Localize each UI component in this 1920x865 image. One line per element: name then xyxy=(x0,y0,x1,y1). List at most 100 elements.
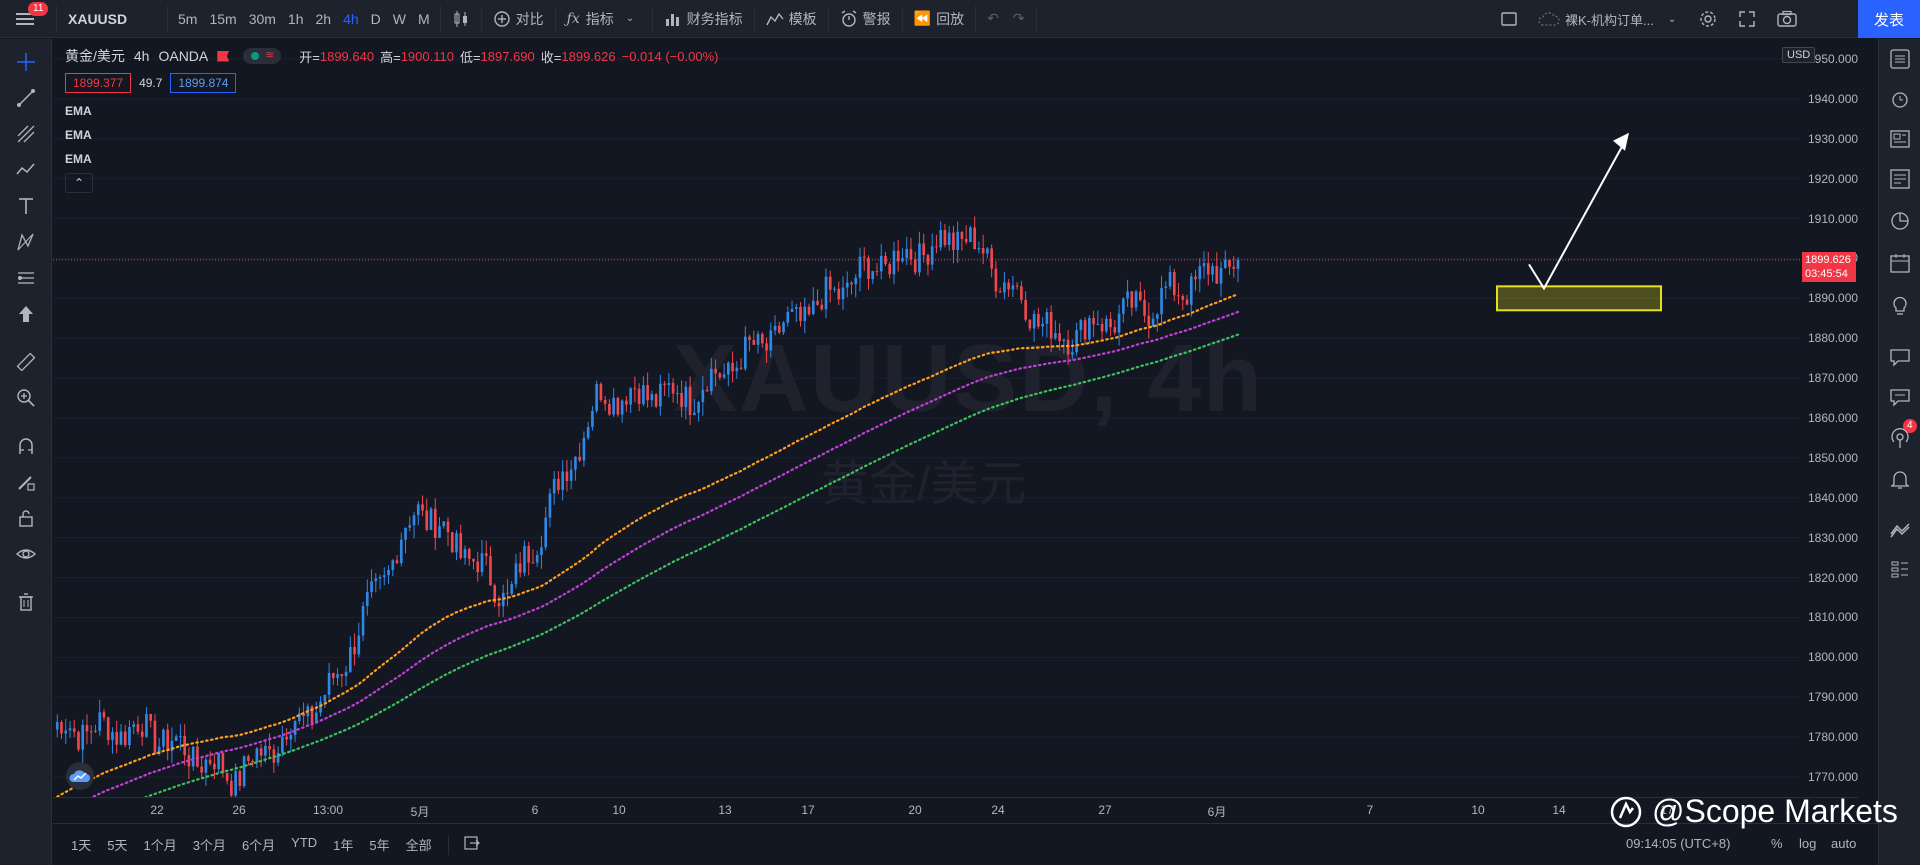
indicator-ema-2[interactable]: EMA xyxy=(65,128,92,142)
candle-body xyxy=(939,230,943,248)
alerts-panel-button[interactable] xyxy=(1888,87,1912,111)
alerts-button[interactable]: 警报 xyxy=(833,0,898,38)
interval-1h[interactable]: 1h xyxy=(287,10,304,27)
range-button[interactable]: 1个月 xyxy=(143,838,177,853)
prediction-tool[interactable] xyxy=(14,266,38,290)
measure-tool[interactable] xyxy=(14,350,38,374)
price-axis[interactable]: 1950.000 1940.000 1930.000 1920.000 1910.000… xyxy=(1800,39,1878,797)
ideas-button[interactable] xyxy=(1888,293,1912,317)
top-toolbar: 11 XAUUSD 5m 15m 30m 1h 2h 4h D W M 对比 ƒx 指标 ⌄ 财… xyxy=(0,0,1920,38)
notifications-button[interactable] xyxy=(1888,467,1912,491)
snapshot-button[interactable] xyxy=(1776,0,1798,38)
replay-button[interactable]: ⏪ 回放 xyxy=(907,0,971,38)
chart-type-button[interactable] xyxy=(445,0,477,38)
streams-button[interactable] xyxy=(1888,427,1912,451)
tradingview-logo[interactable] xyxy=(66,762,94,790)
interval-W[interactable]: W xyxy=(392,10,406,27)
candle-body xyxy=(688,386,692,416)
hide-drawings-tool[interactable] xyxy=(14,542,38,566)
market-status[interactable]: ≋ xyxy=(243,48,282,64)
range-button[interactable]: YTD xyxy=(291,835,318,850)
legend-symbol-name[interactable]: 黄金/美元 xyxy=(65,48,125,64)
symbol-search-button[interactable]: XAUUSD xyxy=(68,10,128,27)
fullscreen-select-button[interactable] xyxy=(1500,0,1518,38)
auto-scale-toggle[interactable]: auto xyxy=(1831,836,1857,851)
candle-body xyxy=(230,780,233,796)
fullscreen-button[interactable] xyxy=(1738,0,1756,38)
interval-4h[interactable]: 4h xyxy=(343,10,359,27)
templates-button[interactable]: 模板 xyxy=(759,0,824,38)
main-menu-button[interactable]: 11 xyxy=(0,0,52,38)
collapse-legend-button[interactable]: ⌃ xyxy=(65,173,93,193)
chats-button[interactable] xyxy=(1888,345,1912,369)
watermark-name: 黄金/美元 xyxy=(821,458,1027,511)
time-axis[interactable]: 22 26 13:00 5月 6 10 13 17 20 24 27 6月 7 10 14 17 xyxy=(53,797,1858,823)
indicator-ema-1[interactable]: EMA xyxy=(65,104,92,118)
candle-body xyxy=(183,736,186,756)
lock-drawings-tool[interactable] xyxy=(14,506,38,530)
buy-price-button[interactable]: 1899.874 xyxy=(170,73,237,93)
range-button[interactable]: 1天 xyxy=(71,838,92,853)
trendline-tool[interactable] xyxy=(14,86,38,110)
currency-badge[interactable]: USD xyxy=(1782,47,1816,63)
redo-button[interactable]: ↷ xyxy=(1006,0,1032,38)
layout-select[interactable]: 裸K-机构订单... ⌄ xyxy=(1538,0,1676,38)
interval-15m[interactable]: 15m xyxy=(209,10,237,27)
hamburger-icon xyxy=(16,12,34,25)
details-button[interactable] xyxy=(1888,167,1912,191)
flag-icon[interactable] xyxy=(217,50,230,62)
icon-tool[interactable] xyxy=(14,302,38,326)
camera-icon xyxy=(1777,10,1797,27)
undo-button[interactable]: ↶ xyxy=(980,0,1006,38)
xabcd-tool[interactable] xyxy=(14,230,38,254)
indicators-button[interactable]: ƒx 指标 ⌄ xyxy=(560,0,648,38)
compare-button[interactable]: 对比 xyxy=(486,0,551,38)
candle-body xyxy=(926,255,930,265)
chart-pane[interactable]: XAUUSD, 4h 黄金/美元 xyxy=(53,39,1858,797)
interval-D[interactable]: D xyxy=(370,10,381,27)
trading-panel-button[interactable] xyxy=(1888,517,1912,541)
brand-name: @Scope Markets xyxy=(1652,793,1898,829)
candle-body xyxy=(650,394,654,401)
fx-icon: ƒx xyxy=(566,10,580,27)
goto-date-button[interactable] xyxy=(457,835,487,854)
interval-2h[interactable]: 2h xyxy=(315,10,332,27)
candle-body xyxy=(1126,291,1129,299)
indicator-ema-3[interactable]: EMA xyxy=(65,152,92,166)
range-button[interactable]: 3个月 xyxy=(192,838,226,853)
range-button[interactable]: 1年 xyxy=(333,838,354,853)
zoom-tool[interactable] xyxy=(14,386,38,410)
pattern-tool[interactable] xyxy=(14,158,38,182)
time-tick: 6 xyxy=(531,803,539,817)
calendar-button[interactable] xyxy=(1888,251,1912,275)
candle-body xyxy=(527,546,531,563)
candle-body xyxy=(357,635,361,655)
watchlist-button[interactable] xyxy=(1888,47,1912,71)
price-chart[interactable] xyxy=(53,39,1858,797)
publish-button[interactable]: 发表 xyxy=(1858,0,1920,38)
magnet-tool[interactable] xyxy=(14,434,38,458)
range-button[interactable]: 5天 xyxy=(107,838,128,853)
stay-drawing-tool[interactable] xyxy=(14,470,38,494)
interval-M[interactable]: M xyxy=(418,10,430,27)
settings-button[interactable] xyxy=(1698,0,1718,38)
percent-scale-toggle[interactable]: % xyxy=(1771,836,1783,851)
dom-button[interactable] xyxy=(1888,557,1912,581)
fib-tool[interactable] xyxy=(14,122,38,146)
log-scale-toggle[interactable]: log xyxy=(1799,836,1817,851)
range-button[interactable]: 5年 xyxy=(369,838,390,853)
interval-5m[interactable]: 5m xyxy=(178,10,198,27)
financials-button[interactable]: 财务指标 xyxy=(657,0,750,38)
remove-drawings-tool[interactable] xyxy=(14,590,38,614)
range-button[interactable]: 全部 xyxy=(405,838,432,853)
news-button[interactable] xyxy=(1888,127,1912,151)
timezone-clock[interactable]: 09:14:05 (UTC+8) xyxy=(1626,836,1731,851)
range-button[interactable]: 6个月 xyxy=(241,838,276,853)
messages-button[interactable] xyxy=(1888,385,1912,409)
text-tool[interactable] xyxy=(14,194,38,218)
candle-body xyxy=(514,563,518,585)
sell-price-button[interactable]: 1899.377 xyxy=(65,73,132,93)
interval-30m[interactable]: 30m xyxy=(248,10,276,27)
data-window-button[interactable] xyxy=(1888,209,1912,233)
crosshair-tool[interactable] xyxy=(14,50,38,74)
